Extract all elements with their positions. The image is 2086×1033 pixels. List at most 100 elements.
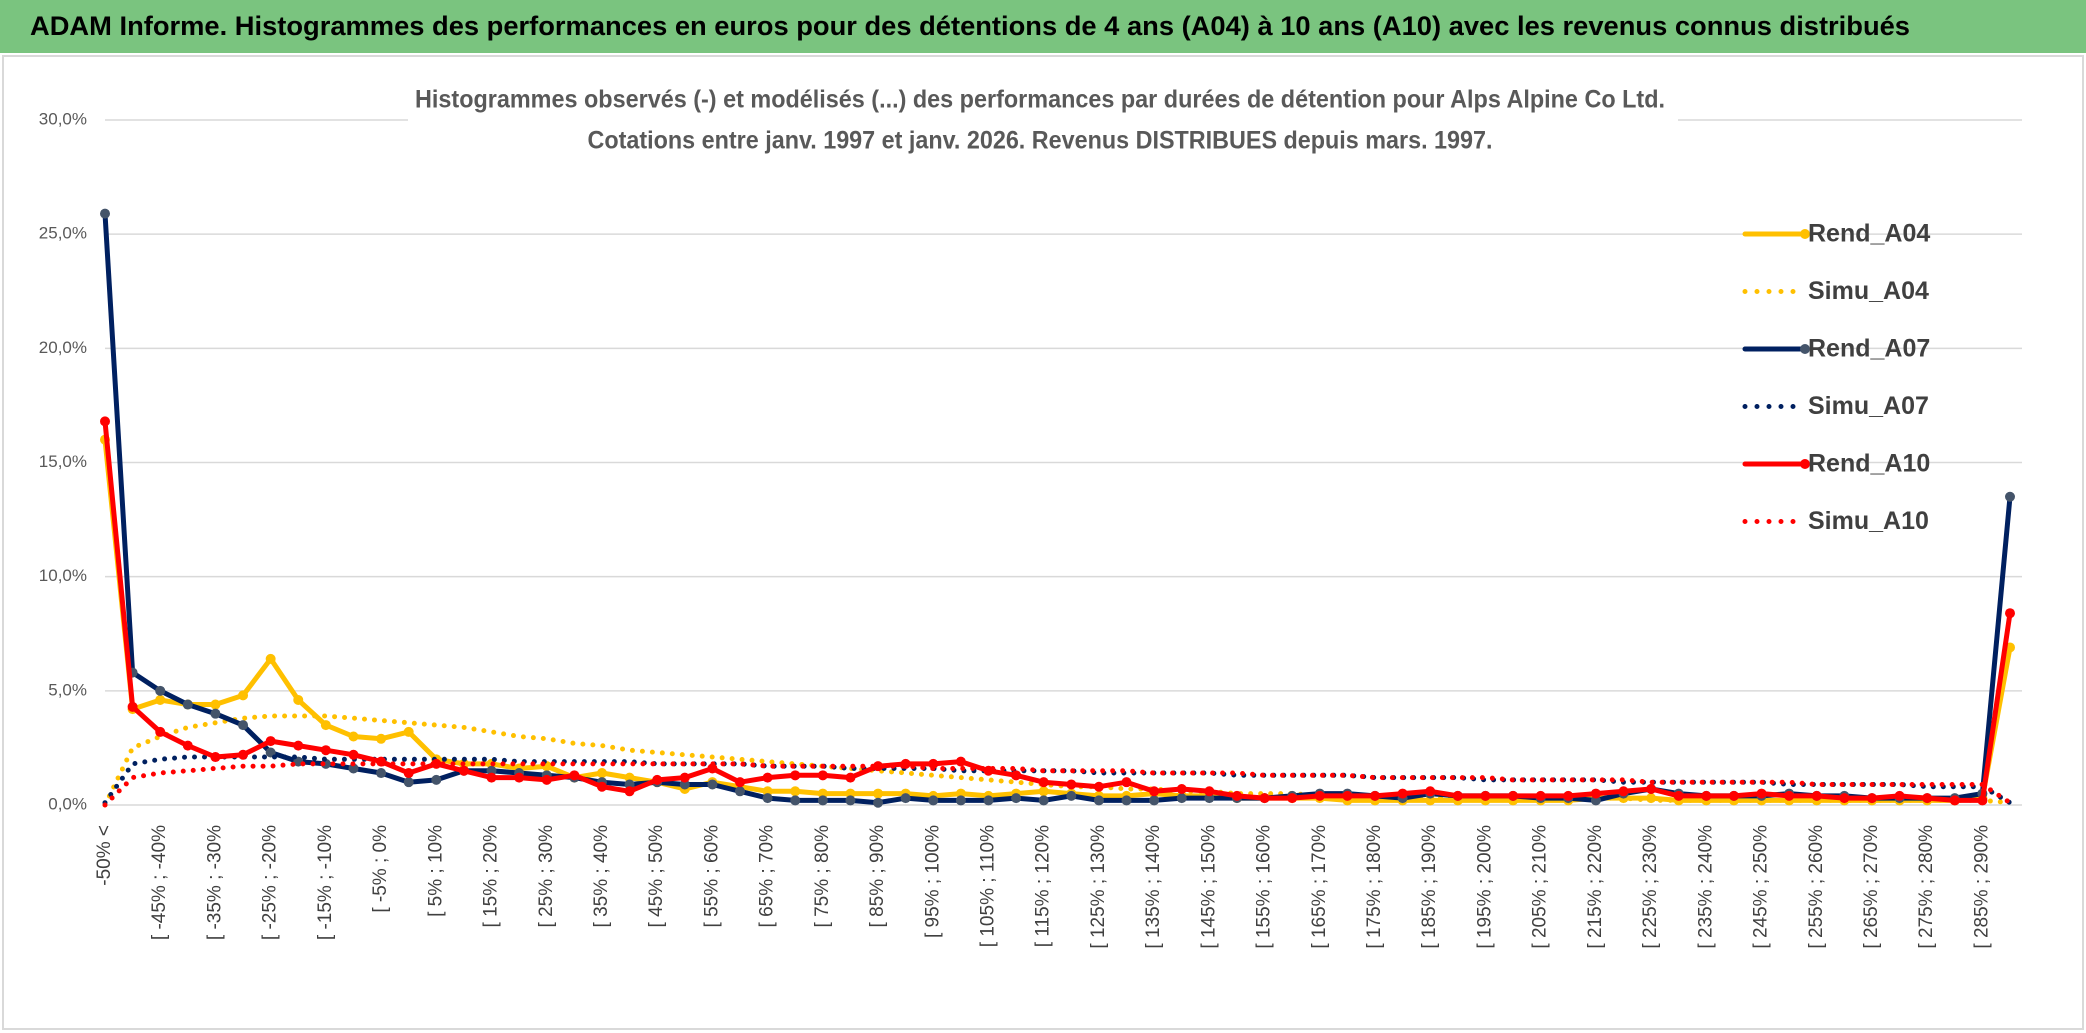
x-tick-label: [ 165% ; 170% [1309,825,1330,949]
x-tick-label: [ 105% ; 110% [977,825,998,947]
point [1977,795,1988,806]
point [817,795,828,806]
point [707,779,718,790]
x-tick-label: [ -15% ; -10% [315,825,336,940]
x-tick-label: [ -25% ; -20% [260,825,281,940]
point [431,758,442,769]
x-tick-label: [ 5% ; 10% [425,825,446,917]
point [1204,793,1215,804]
point [210,699,221,710]
y-tick-label: 20,0% [39,338,87,357]
point [265,653,276,664]
point [1590,788,1601,799]
point [1425,786,1436,797]
point [320,720,331,731]
point [486,772,497,783]
legend-label: Rend_A07 [1808,335,1930,363]
point [1066,779,1077,790]
point [735,777,745,788]
legend-label: Rend_A10 [1808,450,1930,478]
point [1231,790,1242,801]
point [955,795,966,806]
point [762,793,773,804]
point [1370,790,1380,801]
point [320,745,331,756]
point [1121,795,1132,806]
point [1508,790,1519,801]
point [762,772,773,783]
point [652,774,663,785]
point [238,749,249,760]
x-tick-label: [ 75% ; 80% [812,825,833,928]
point [873,797,884,808]
point [1314,790,1325,801]
x-tick-label: [ 25% ; 30% [536,825,557,928]
y-tick-label: 0,0% [48,794,87,813]
point [155,726,166,737]
point [1066,790,1077,801]
point [679,772,690,783]
point [1756,788,1767,799]
chart-title: Histogrammes observés (-) et modélisés (… [415,86,1665,114]
point [1204,786,1215,797]
x-tick-label: [ 185% ; 190% [1419,825,1440,949]
point [1701,790,1712,801]
point [1038,795,1049,806]
x-tick-label: -50% < [94,825,115,886]
x-tick-label: [ 45% ; 50% [646,825,667,928]
point [1038,777,1049,788]
point [1452,790,1463,801]
point [1011,793,1022,804]
point [210,752,221,763]
point [2005,608,2015,619]
legend-marker [1800,344,1810,354]
legend-label: Simu_A04 [1808,277,1929,305]
point [403,768,414,779]
point [679,779,690,790]
point [514,772,525,783]
chart-frame [2,55,2084,1030]
point [403,777,414,788]
point [817,788,828,799]
x-tick-label: [ 35% ; 40% [591,825,612,928]
point [155,694,166,705]
x-tick-label: [ 285% ; 290% [1971,825,1992,949]
x-tick-label: [ 15% ; 20% [481,825,502,928]
point [790,786,801,797]
point [624,786,635,797]
point [845,772,856,783]
point [1093,795,1104,806]
point [1563,790,1574,801]
point [458,765,469,776]
point [1121,777,1132,788]
point [596,768,607,779]
point [1866,793,1877,804]
point [348,731,359,742]
title-box [408,82,1678,162]
point [1646,784,1657,795]
header-title: ADAM Informe. Histogrammes des performan… [30,11,1910,41]
point [955,788,966,799]
model-line [102,761,2013,808]
x-tick-label: [ 85% ; 90% [867,825,888,928]
point [210,708,221,719]
x-tick-label: [ 55% ; 60% [701,825,722,928]
point [182,740,193,751]
point [1618,786,1629,797]
point [1590,795,1601,806]
x-tick-label: [ 225% ; 230% [1640,825,1661,949]
point [1535,790,1546,801]
point [376,768,387,779]
y-tick-label: 30,0% [39,109,87,128]
x-tick-label: [ 235% ; 240% [1695,825,1716,949]
legend-marker [1800,459,1810,469]
point [127,701,138,712]
y-tick-label: 10,0% [39,566,87,585]
point [1038,786,1049,797]
legend-label: Simu_A10 [1808,507,1929,535]
x-tick-label: [ 245% ; 250% [1751,825,1772,949]
x-tick-label: [ 255% ; 260% [1806,825,1827,949]
point [762,786,773,797]
